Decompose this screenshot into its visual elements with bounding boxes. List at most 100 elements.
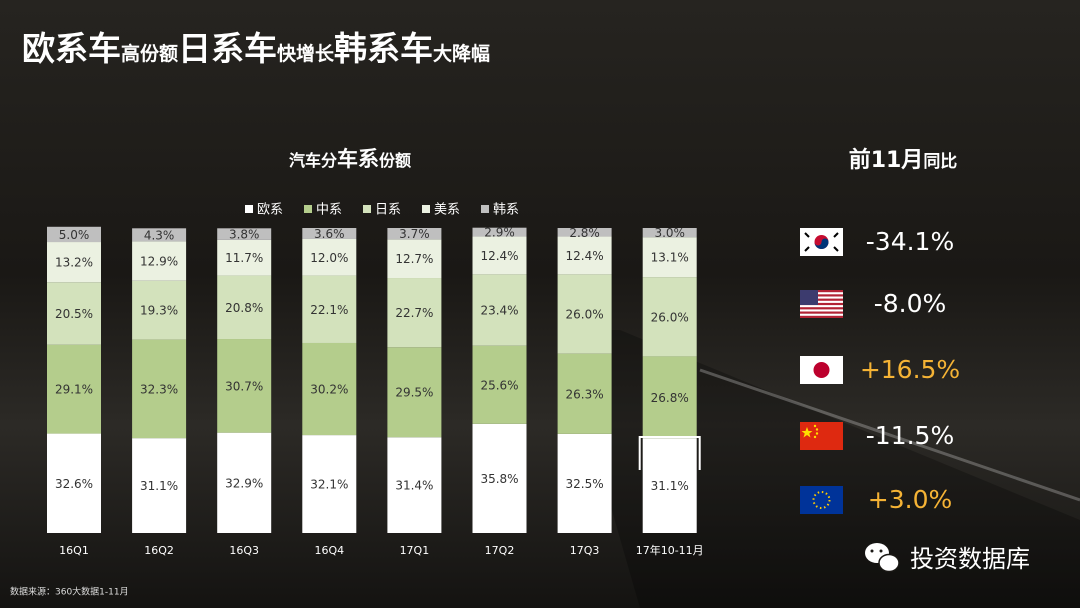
value-label: 32.3% [140, 382, 178, 396]
value-label: 30.7% [225, 379, 263, 393]
value-label: 23.4% [480, 304, 518, 318]
bar-segment [642, 277, 697, 357]
bar-segment [472, 274, 527, 346]
x-tick-label: 16Q2 [144, 544, 174, 557]
yoy-value: -34.1% [866, 227, 954, 256]
value-label: 3.8% [229, 228, 260, 242]
value-label: 11.7% [225, 251, 263, 265]
bar-segment [642, 228, 697, 238]
bar-segment [217, 275, 272, 340]
yoy-value: -11.5% [866, 421, 954, 450]
value-label: 32.9% [225, 476, 263, 490]
highlight-bracket [638, 436, 701, 470]
bar-segment [557, 236, 612, 275]
bar-segment [387, 347, 442, 438]
value-label: 29.1% [55, 383, 93, 397]
title-part: 同比 [923, 151, 957, 172]
value-label: 12.9% [140, 255, 178, 269]
bar-segment [47, 242, 101, 283]
bar-segment [472, 227, 527, 237]
flag-china [800, 422, 843, 450]
value-label: 25.6% [480, 378, 518, 392]
title-part: 汽车分 [289, 151, 337, 170]
value-label: 26.0% [651, 310, 689, 324]
legend-label: 韩系 [493, 203, 519, 218]
value-label: 30.2% [310, 383, 348, 397]
bar-segment [387, 278, 442, 348]
flag-usa [800, 290, 843, 318]
bar-segment [47, 226, 101, 243]
title: 前11月同比 [849, 147, 958, 173]
legend-swatch [422, 205, 430, 213]
value-label: 32.6% [55, 477, 93, 491]
x-tick-label: 17Q2 [485, 544, 515, 557]
bar-segment [387, 437, 442, 533]
yoy-value: -8.0% [874, 289, 947, 318]
x-tick-label: 17Q1 [400, 544, 430, 557]
bar-segment [472, 423, 527, 533]
title-part: 份额 [379, 151, 411, 170]
title-part: 日系车 [178, 29, 277, 68]
bar-segment [217, 432, 272, 533]
legend-swatch [363, 205, 371, 213]
title-part: 前11月 [849, 147, 924, 173]
legend-label: 中系 [316, 203, 342, 218]
title-part: 欧系车 [22, 29, 121, 68]
bar-segment [217, 228, 272, 240]
bar-segment [302, 238, 357, 276]
value-label: 31.1% [140, 479, 178, 493]
title-part: 车系 [337, 147, 379, 171]
bar-segment [557, 274, 612, 354]
legend-swatch [481, 205, 489, 213]
value-label: 12.4% [566, 249, 604, 263]
bar-segment [642, 438, 697, 533]
source-note: 数据来源：360大数据1-11月 [10, 586, 129, 598]
x-tick-label: 16Q1 [59, 544, 89, 557]
wechat-icon [865, 543, 900, 573]
x-tick-label: 16Q4 [314, 544, 344, 557]
bar-segment [132, 280, 187, 340]
value-label: 20.8% [225, 301, 263, 315]
value-label: 31.1% [651, 479, 689, 493]
bar-segment [642, 356, 697, 439]
bar-segment [47, 344, 101, 434]
bar-segment [302, 275, 357, 343]
bar-segment [132, 228, 187, 242]
x-tick-label: 16Q3 [229, 544, 259, 557]
bar-segment [387, 228, 442, 240]
value-label: 3.0% [654, 226, 685, 240]
x-tick-label: 17年10-11月 [636, 543, 704, 557]
bar-segment [132, 241, 187, 281]
flag-eu [800, 486, 843, 514]
title-part: 韩系车 [334, 29, 433, 68]
watermark: 投资数据库 [910, 545, 1030, 573]
x-tick-label: 17Q3 [570, 544, 600, 557]
value-label: 22.7% [395, 306, 433, 320]
bar-segment [387, 239, 442, 279]
value-label: 29.5% [395, 386, 433, 400]
legend-swatch [304, 205, 312, 213]
bar-segment [302, 228, 357, 239]
value-label: 22.1% [310, 303, 348, 317]
title: 汽车分车系份额 [289, 147, 411, 171]
flag-japan [800, 356, 843, 384]
value-label: 32.5% [566, 477, 604, 491]
bar-segment [642, 237, 697, 278]
bar-segment [132, 438, 187, 533]
yoy-value: +3.0% [868, 485, 952, 514]
bar-segment [302, 435, 357, 533]
value-label: 12.0% [310, 251, 348, 265]
value-label: 12.7% [395, 252, 433, 266]
flag-korea [800, 228, 843, 256]
value-label: 12.4% [480, 249, 518, 263]
bar-segment [47, 282, 101, 345]
bar-segment [47, 433, 101, 533]
bar-segment [557, 228, 612, 237]
value-label: 26.8% [651, 391, 689, 405]
bar-segment [302, 342, 357, 436]
value-label: 4.3% [144, 228, 175, 242]
legend-label: 欧系 [257, 203, 283, 218]
bar-segment [132, 339, 187, 439]
value-label: 35.8% [480, 472, 518, 486]
value-label: 2.9% [484, 226, 515, 240]
